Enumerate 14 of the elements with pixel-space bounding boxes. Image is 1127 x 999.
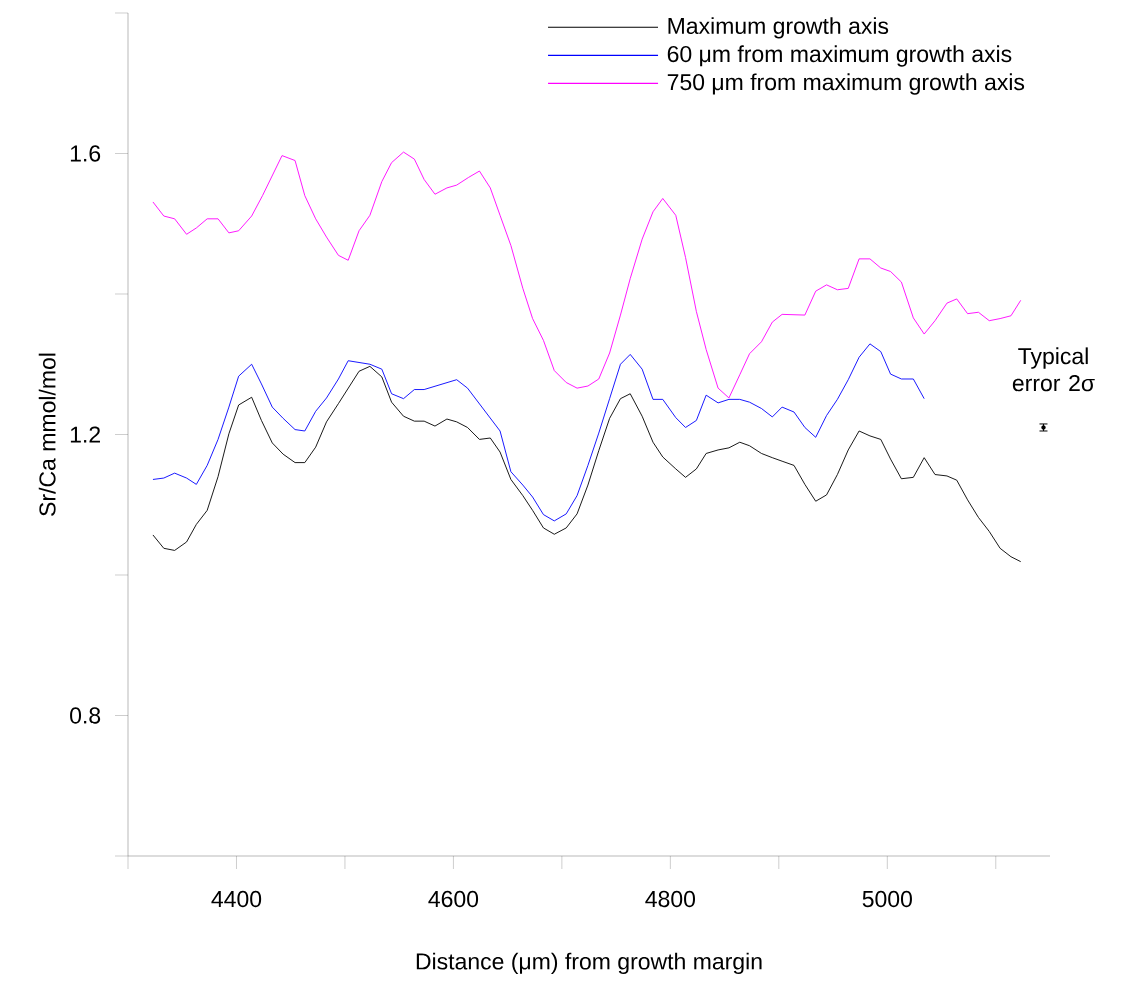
- x-axis-title: Distance (μm) from growth margin: [416, 952, 762, 975]
- legend-label: Maximum growth axis: [668, 17, 889, 39]
- y-tick-label: 0.8: [70, 707, 101, 724]
- x-tick-label: 4600: [428, 890, 479, 908]
- line-series: [152, 343, 925, 522]
- annotation: Typical error 2σ: [1012, 347, 1095, 392]
- y-axis-title: Sr/Ca mmol/mol: [38, 353, 56, 516]
- legend-label: 750 μm from maximum growth axis: [667, 73, 1025, 95]
- x-tick-label: 4800: [645, 890, 696, 908]
- legend-label: 60 μm from maximum growth axis: [667, 45, 1012, 67]
- y-tick-label: 1.6: [70, 145, 101, 162]
- x-tick-label: 4400: [211, 890, 262, 908]
- y-tick-label: 1.2: [70, 426, 100, 443]
- x-tick-label: 5000: [862, 890, 912, 908]
